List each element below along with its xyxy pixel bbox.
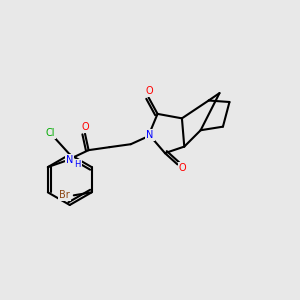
Text: N: N (146, 130, 154, 140)
Text: Cl: Cl (46, 128, 55, 138)
Text: O: O (146, 86, 153, 96)
Text: O: O (179, 163, 187, 173)
Text: Br: Br (59, 190, 70, 200)
Text: H: H (74, 160, 81, 169)
Text: O: O (81, 122, 89, 132)
Text: N: N (66, 155, 73, 165)
